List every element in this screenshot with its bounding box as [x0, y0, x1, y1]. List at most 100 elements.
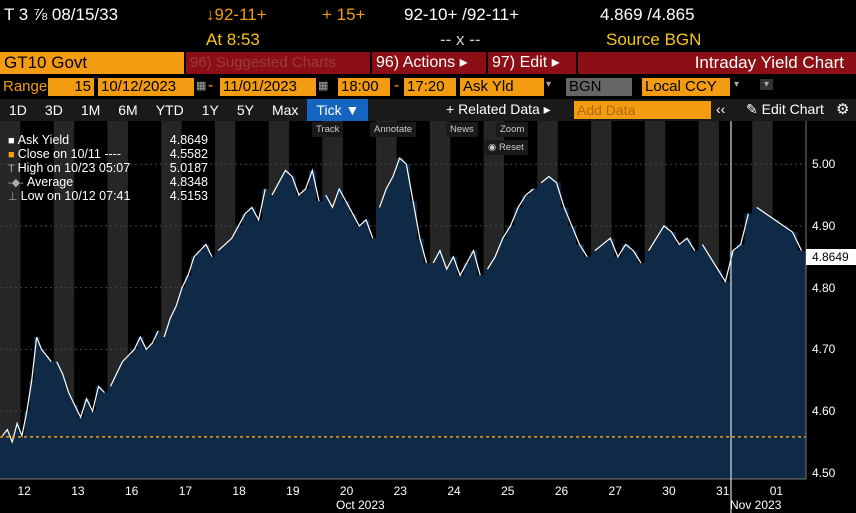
range-dash: - — [208, 77, 214, 94]
yield-bar — [436, 250, 444, 479]
tool-annotate-button[interactable]: Annotate — [370, 122, 417, 137]
options-chevron-icon[interactable]: ▾ — [760, 79, 774, 90]
edit-menu[interactable]: 97) Edit ▸ — [488, 52, 576, 74]
source-field[interactable]: BGN — [566, 78, 632, 96]
calendar-icon[interactable]: ▦ — [196, 80, 207, 92]
yield-bar — [683, 238, 692, 479]
yield-bar — [24, 411, 30, 479]
yield-bar — [736, 244, 746, 479]
yield-bar — [752, 207, 762, 479]
yield-bar — [89, 411, 97, 479]
yield-line — [1, 156, 803, 444]
yield-bar — [107, 386, 114, 479]
yield-bar — [119, 361, 126, 479]
start-time-input[interactable]: 18:00 — [338, 78, 390, 96]
function-toolbar: GT10 Govt 96) Suggested Charts 96) Actio… — [0, 50, 856, 74]
yield-bar — [125, 355, 132, 479]
tool-track-button[interactable]: Track — [312, 122, 344, 137]
yield-bar — [470, 250, 478, 479]
edit-chart-button[interactable]: ✎ Edit Chart — [746, 101, 824, 117]
yield-bar — [14, 423, 21, 479]
tool-zoom-button[interactable]: Zoom — [496, 122, 529, 137]
yield-area — [0, 158, 807, 480]
yield-bar — [248, 207, 256, 479]
chevron-down-icon[interactable]: ▾ — [546, 79, 552, 90]
currency-select[interactable]: Local CCY — [642, 78, 730, 96]
start-date-input[interactable]: 10/12/2023 — [98, 78, 194, 96]
yield-bar — [268, 195, 276, 479]
yield-series-line — [163, 243, 213, 338]
field-select[interactable]: Ask Yld — [460, 78, 544, 96]
reset-button[interactable]: ◉ Reset — [484, 140, 528, 155]
yield-bar — [376, 207, 384, 479]
calendar-icon[interactable]: ▦ — [318, 80, 329, 92]
period-tab[interactable]: 3D — [44, 102, 63, 118]
period-tab[interactable]: Tick ▼ — [307, 99, 369, 121]
end-time-input[interactable]: 17:20 — [404, 78, 456, 96]
yield-bar — [660, 225, 669, 479]
period-tab[interactable]: 1M — [80, 102, 101, 118]
quote-size: -- x -- — [440, 30, 481, 49]
y-tick-label: 4.60 — [812, 404, 836, 419]
x-tick-label: 19 — [286, 484, 300, 498]
end-date-input[interactable]: 11/01/2023 — [220, 78, 316, 96]
yield-bar — [629, 250, 638, 479]
yield-bar — [583, 256, 592, 479]
collapse-icon[interactable]: ‹‹ — [716, 101, 726, 117]
yield-bar — [621, 244, 630, 479]
period-tab[interactable]: 1D — [9, 102, 27, 118]
yield-bar — [706, 256, 715, 479]
yield-bar — [95, 386, 102, 479]
session-shade — [0, 121, 21, 479]
legend-value: 4.5582 — [169, 147, 208, 161]
yield-bar — [77, 417, 85, 479]
yield-bar — [416, 238, 424, 479]
yield-bar — [637, 262, 646, 479]
yield-bar — [506, 225, 515, 479]
yield-bar — [322, 195, 330, 479]
ticker-field[interactable]: GT10 Govt — [0, 52, 184, 74]
yield-chart[interactable] — [0, 121, 856, 513]
y-tick-label: 4.50 — [812, 465, 836, 480]
y-tick-label: 4.70 — [812, 342, 836, 357]
security-name: T 3 ⅞ 08/15/33 — [4, 5, 119, 24]
chart-legend: ■ Ask Yield 4.8649 ■ Close on 10/11 ---- 4… — [8, 133, 208, 203]
yield-bar — [521, 195, 531, 479]
yield-bar — [208, 256, 216, 479]
range-period-input[interactable]: 15 — [48, 78, 94, 96]
yield-bar — [560, 207, 569, 479]
tool-news-button[interactable]: News — [446, 122, 478, 137]
actions-menu[interactable]: 96) Actions ▸ — [372, 52, 486, 74]
suggested-charts-button[interactable]: 96) Suggested Charts — [186, 52, 370, 74]
yield-bar — [4, 429, 11, 479]
legend-marker-icon: T — [8, 163, 18, 175]
yield-bar — [698, 244, 707, 479]
legend-value: 4.8649 — [169, 133, 208, 147]
add-data-input[interactable]: Add Data — [574, 101, 711, 119]
legend-value: 5.0187 — [169, 161, 208, 175]
yield-bar — [349, 213, 357, 479]
yield-bar — [362, 219, 370, 480]
yield-bar — [545, 176, 554, 479]
yield-bar — [131, 349, 138, 479]
yield-bar — [770, 219, 780, 480]
period-tab[interactable]: YTD — [155, 102, 184, 118]
period-tab[interactable]: 6M — [118, 102, 138, 118]
yield-bar — [552, 182, 561, 480]
x-tick-label: 27 — [608, 484, 622, 498]
chevron-down-icon[interactable]: ▾ — [734, 79, 740, 90]
period-tab[interactable]: Max — [271, 102, 299, 118]
legend-value: 4.5153 — [169, 189, 208, 203]
yield-bar — [529, 188, 538, 479]
yield-bar — [149, 343, 156, 479]
related-data-menu[interactable]: + Related Data ▸ — [446, 101, 551, 117]
y-tick-label: 4.80 — [812, 280, 836, 295]
gear-icon[interactable]: ⚙ — [836, 101, 850, 118]
legend-entry: T High on 10/23 05:07 5.0187 — [8, 161, 208, 175]
legend-marker-icon: ■ — [8, 135, 18, 147]
yield-bar — [476, 275, 485, 479]
period-tab[interactable]: 5Y — [236, 102, 254, 118]
period-tab[interactable]: 1Y — [201, 102, 219, 118]
yield-bar — [59, 374, 67, 479]
yield-series-line — [325, 187, 374, 239]
